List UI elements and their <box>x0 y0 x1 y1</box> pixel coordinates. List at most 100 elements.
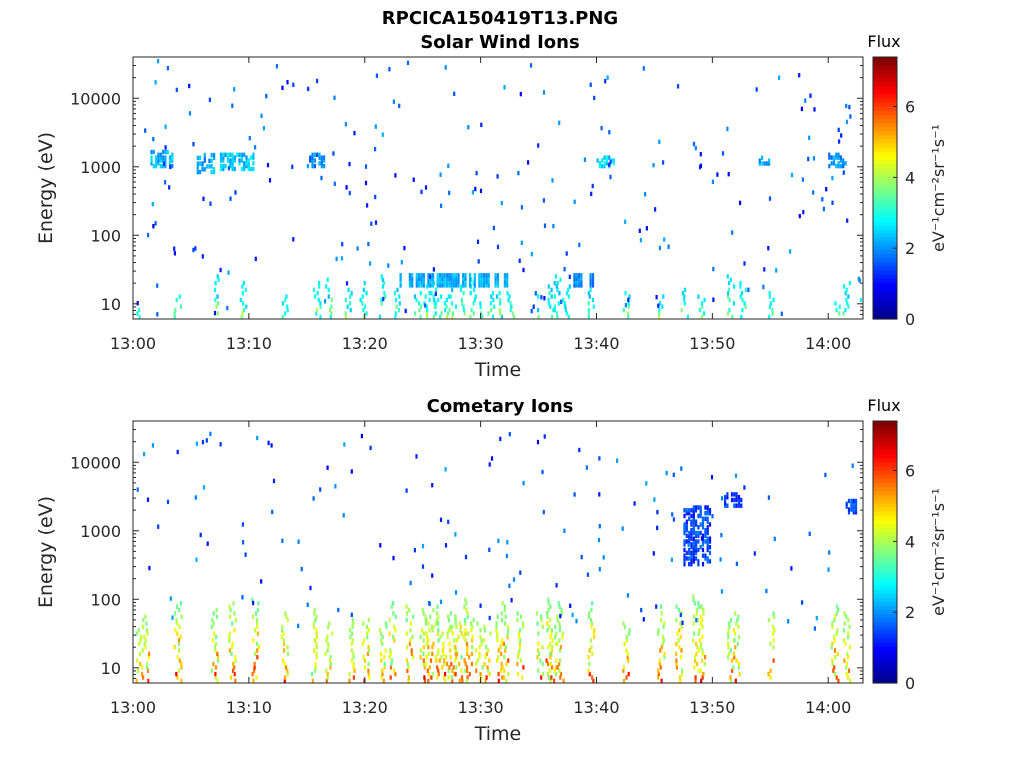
flux-cell <box>445 304 448 309</box>
flux-cell <box>361 294 364 299</box>
flux-cell <box>448 665 451 670</box>
flux-cell <box>392 611 395 616</box>
flux-cell <box>284 611 287 616</box>
flux-cell <box>455 651 459 657</box>
flux-cell <box>436 631 439 636</box>
flux-cell <box>410 651 413 657</box>
flux-cell <box>233 671 236 677</box>
flux-cell <box>690 513 693 519</box>
flux-cell <box>553 307 556 313</box>
flux-cell <box>432 276 435 281</box>
flux-cell <box>480 638 483 643</box>
flux-cell <box>517 655 520 660</box>
flux-cell <box>282 658 285 663</box>
colorbar-step <box>873 425 897 430</box>
solar-wind-colorbar-units: eV⁻¹cm⁻²sr⁻¹s⁻¹ <box>929 124 948 252</box>
flux-cell <box>683 562 686 567</box>
flux-cell <box>556 311 559 316</box>
flux-cell <box>541 624 544 630</box>
colorbar-step <box>873 629 897 635</box>
flux-cell <box>720 532 723 538</box>
flux-cell <box>441 631 444 636</box>
flux-cell <box>462 307 466 313</box>
flux-cell <box>348 161 351 167</box>
flux-cell <box>585 465 588 470</box>
flux-cell <box>767 495 770 500</box>
flux-cell <box>219 163 223 169</box>
flux-cell <box>430 624 433 630</box>
flux-cell <box>556 618 559 623</box>
flux-cell <box>212 611 215 616</box>
flux-cell <box>464 638 467 643</box>
flux-cell <box>436 276 439 281</box>
colorbar-step <box>873 147 897 152</box>
flux-cell <box>495 628 498 633</box>
flux-cell <box>852 501 855 506</box>
flux-cell <box>174 611 177 616</box>
flux-cell <box>488 547 491 552</box>
flux-cell <box>683 559 686 564</box>
flux-cell <box>350 658 353 663</box>
flux-cell <box>455 638 458 643</box>
flux-cell <box>703 661 706 667</box>
flux-cell <box>656 510 659 515</box>
flux-cell <box>495 624 498 630</box>
colorbar-step <box>873 142 897 148</box>
flux-cell <box>431 671 434 677</box>
flux-cell <box>773 536 776 542</box>
flux-cell <box>231 158 234 163</box>
colorbar-tick-label: 2 <box>905 603 915 622</box>
flux-cell <box>622 665 626 670</box>
flux-cell <box>266 162 270 168</box>
colorbar-step <box>873 163 897 169</box>
flux-cell <box>550 675 553 680</box>
flux-cell <box>730 658 734 663</box>
x-tick-label: 14:00 <box>805 334 851 353</box>
flux-cell <box>356 246 359 251</box>
flux-cell <box>137 628 140 633</box>
flux-cell <box>179 601 183 606</box>
colorbar-step <box>873 261 897 267</box>
flux-cell <box>517 170 520 176</box>
flux-cell <box>561 634 564 640</box>
flux-cell <box>545 658 548 663</box>
flux-cell <box>502 675 505 680</box>
flux-cell <box>699 522 702 527</box>
flux-cell <box>518 634 521 640</box>
flux-cell <box>505 553 508 559</box>
flux-cell <box>843 621 846 626</box>
flux-cell <box>472 311 475 316</box>
flux-cell <box>690 556 693 561</box>
flux-cell <box>314 668 317 673</box>
flux-cell <box>319 487 322 492</box>
flux-cell <box>835 163 838 169</box>
flux-cell <box>706 525 709 530</box>
flux-cell <box>352 665 355 670</box>
flux-cell <box>440 203 443 208</box>
flux-cell <box>414 311 417 316</box>
flux-cell <box>381 284 384 289</box>
flux-cell <box>683 547 686 553</box>
flux-cell <box>280 634 283 640</box>
flux-cell <box>695 505 698 510</box>
flux-cell <box>325 668 328 673</box>
flux-cell <box>543 296 546 301</box>
flux-cell <box>422 283 425 288</box>
flux-cell <box>267 440 270 446</box>
flux-cell <box>557 601 560 606</box>
x-tick-label: 13:40 <box>573 698 619 717</box>
flux-cell <box>681 620 684 625</box>
flux-cell <box>341 242 344 247</box>
flux-cell <box>516 661 519 667</box>
flux-cell <box>141 624 144 630</box>
flux-cell <box>772 624 775 630</box>
flux-cell <box>445 314 448 320</box>
flux-cell <box>388 618 391 623</box>
flux-cell <box>244 552 247 557</box>
flux-cell <box>442 651 445 657</box>
flux-cell <box>393 668 396 673</box>
flux-cell <box>737 503 741 508</box>
flux-cell <box>688 536 691 541</box>
flux-cell <box>580 283 583 288</box>
flux-cell <box>480 122 483 128</box>
